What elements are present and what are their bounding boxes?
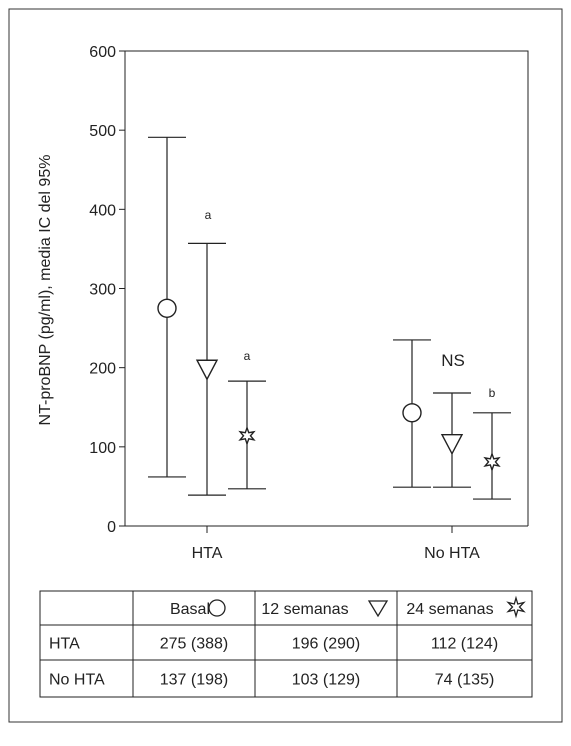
legend-triangle bbox=[367, 600, 389, 618]
y-axis-label: NT-proBNP (pg/ml), media IC del 95% bbox=[37, 155, 54, 426]
x-tick-label: HTA bbox=[192, 545, 223, 562]
table-cell: 112 (124) bbox=[431, 636, 498, 653]
legend-circle bbox=[208, 599, 226, 617]
legend-star bbox=[506, 595, 526, 619]
marker bbox=[157, 298, 177, 318]
marker bbox=[483, 451, 501, 473]
y-tick-label: 300 bbox=[89, 282, 116, 299]
table-cell: 275 (388) bbox=[160, 636, 229, 653]
table-border bbox=[39, 590, 533, 698]
table-header: 12 semanas bbox=[261, 601, 348, 618]
table-cell: HTA bbox=[49, 636, 80, 653]
y-tick-label: 100 bbox=[89, 440, 116, 457]
marker bbox=[195, 359, 219, 381]
annotation: a bbox=[205, 208, 212, 222]
y-tick-label: 500 bbox=[89, 123, 116, 140]
table-cell: 74 (135) bbox=[435, 672, 495, 689]
table-cell: 103 (129) bbox=[292, 672, 361, 689]
annotation: a bbox=[244, 349, 251, 363]
y-tick-label: 400 bbox=[89, 202, 116, 219]
plot-frame bbox=[125, 50, 529, 526]
table bbox=[39, 590, 533, 698]
y-tick-label: 0 bbox=[107, 519, 116, 536]
y-tick-label: 600 bbox=[89, 44, 116, 61]
table-cell: 137 (198) bbox=[160, 672, 229, 689]
marker bbox=[440, 433, 464, 456]
annotation: b bbox=[489, 386, 496, 400]
outer-frame bbox=[8, 8, 563, 723]
table-header: 24 semanas bbox=[406, 601, 493, 618]
marker bbox=[238, 425, 256, 446]
marker bbox=[402, 403, 422, 423]
annotation: NS bbox=[441, 351, 465, 370]
table-header: Basal bbox=[170, 601, 210, 618]
table-cell: 196 (290) bbox=[292, 636, 361, 653]
y-tick-label: 200 bbox=[89, 361, 116, 378]
x-tick-label: No HTA bbox=[424, 545, 480, 562]
table-cell: No HTA bbox=[49, 672, 105, 689]
